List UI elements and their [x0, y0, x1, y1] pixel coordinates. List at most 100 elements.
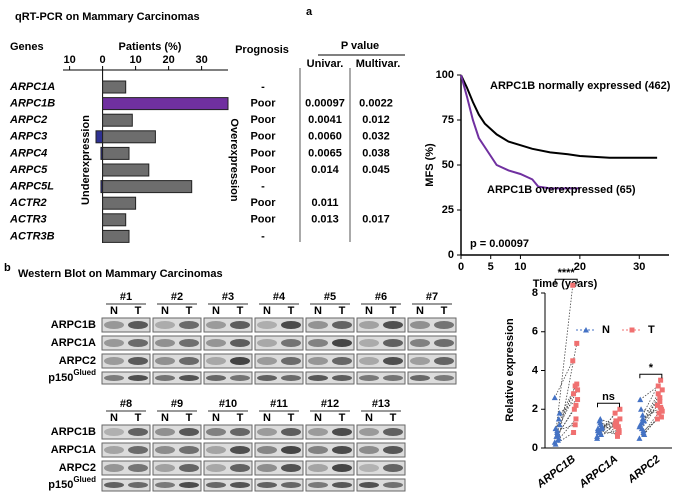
category-label: ARPC1A	[576, 453, 620, 491]
blot-band	[410, 357, 430, 365]
blot-band	[308, 464, 328, 472]
blot-band	[332, 482, 352, 488]
x-axis-title: Patients (%)	[119, 41, 182, 53]
blot-band	[332, 446, 352, 454]
point-n	[638, 406, 645, 412]
point-t	[573, 416, 579, 422]
blot-band	[104, 339, 124, 347]
category-label: ARPC2	[625, 453, 663, 486]
blot-band	[206, 428, 226, 436]
pair-line	[555, 393, 574, 429]
blot-band	[206, 339, 226, 347]
blot-band	[332, 428, 352, 436]
blot-band	[230, 446, 250, 454]
blot-band	[230, 482, 250, 488]
lane-label: T	[135, 412, 142, 424]
table-cell: 0.0060	[308, 131, 342, 143]
pair-line	[559, 399, 578, 414]
pair-line	[557, 424, 576, 431]
y-tick-label: 6	[532, 326, 538, 338]
point-t	[654, 416, 660, 422]
bar	[95, 130, 104, 144]
x-tick-label: 0	[100, 54, 106, 66]
pair-line	[599, 430, 618, 435]
blot-band	[257, 375, 277, 381]
bar	[102, 97, 229, 111]
bar	[102, 180, 193, 194]
y-tick-label: 0	[448, 249, 454, 261]
point-t	[617, 416, 623, 422]
blot-band	[230, 357, 250, 365]
series-label: Underexpression	[80, 115, 92, 205]
row-label-sup: Glued	[73, 368, 96, 377]
point-n	[554, 427, 561, 434]
table-cell: 0.038	[362, 147, 390, 159]
point-t	[612, 410, 618, 416]
row-label-text: p150	[48, 479, 73, 491]
pair-line	[554, 285, 574, 443]
blot-band	[332, 375, 352, 381]
sample-label: #11	[270, 398, 288, 410]
blot-band	[410, 339, 430, 347]
point-t	[616, 430, 622, 435]
sample-label: #9	[171, 398, 183, 410]
row-label: ARPC1A	[51, 337, 96, 349]
gene-label: ARPC2	[9, 114, 47, 126]
lane-label: N	[263, 305, 271, 317]
point-t	[574, 381, 580, 387]
point-n	[640, 427, 647, 434]
blot-band	[179, 339, 199, 347]
point-n	[636, 423, 643, 430]
blot-band	[257, 357, 277, 365]
panel-title: Western Blot on Mammary Carcinomas	[18, 268, 223, 280]
blot-band	[104, 357, 124, 365]
blot-band	[230, 464, 250, 472]
sample-label: #12	[321, 398, 339, 410]
blot-band	[206, 321, 226, 329]
blot-band	[383, 428, 403, 436]
table-cell: -	[261, 181, 265, 193]
point-n	[638, 419, 645, 426]
lane-label: N	[110, 305, 118, 317]
blot-band	[359, 357, 379, 365]
point-n	[551, 394, 558, 401]
blot-band	[308, 428, 328, 436]
blot-band	[257, 482, 277, 488]
table-cell: 0.0041	[308, 114, 342, 126]
pair-line	[639, 385, 659, 400]
point-t	[571, 391, 577, 397]
point-t	[658, 404, 664, 410]
significance-label: ns	[602, 391, 615, 403]
panel-label: a	[306, 6, 313, 18]
pair-line	[640, 408, 660, 414]
point-t	[615, 433, 620, 439]
table-cell: Poor	[250, 197, 276, 209]
lane-label: T	[186, 305, 193, 317]
point-t	[658, 414, 664, 420]
point-n	[641, 431, 648, 437]
bar	[102, 80, 127, 94]
bar	[102, 229, 130, 243]
blot-band	[128, 321, 148, 329]
sample-label: #10	[219, 398, 237, 410]
table-cell: -	[261, 81, 265, 93]
blot-band	[383, 357, 403, 365]
blot-band	[308, 482, 328, 488]
table-header: Univar.	[307, 58, 344, 70]
blot-band	[179, 321, 199, 329]
pair-line	[642, 380, 661, 416]
blot-band	[281, 357, 301, 365]
blot-band	[308, 357, 328, 365]
blot-band	[359, 339, 379, 347]
row-label-text: ARPC1B	[51, 426, 96, 438]
blot-band	[281, 428, 301, 436]
blot-band	[128, 339, 148, 347]
gene-label: ARPC1B	[9, 98, 55, 110]
blot-band	[155, 339, 175, 347]
blot-band	[128, 357, 148, 365]
row-label-text: ARPC1A	[51, 337, 96, 349]
lane-label: T	[237, 412, 244, 424]
point-t	[570, 358, 576, 364]
blot-band	[179, 446, 199, 454]
blot-band	[281, 464, 301, 472]
